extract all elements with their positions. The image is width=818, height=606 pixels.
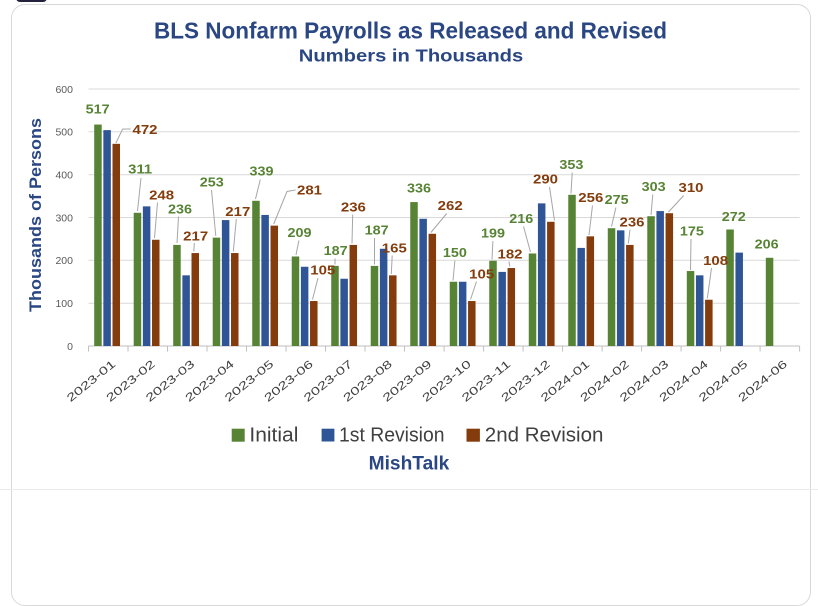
svg-text:108: 108 <box>703 253 728 268</box>
svg-text:310: 310 <box>679 180 704 195</box>
svg-text:400: 400 <box>55 170 73 182</box>
svg-text:217: 217 <box>183 228 208 243</box>
svg-text:253: 253 <box>200 175 224 190</box>
svg-text:209: 209 <box>288 225 312 240</box>
svg-text:290: 290 <box>533 172 558 187</box>
svg-text:472: 472 <box>133 122 158 137</box>
svg-text:187: 187 <box>324 243 348 258</box>
svg-text:262: 262 <box>438 198 463 213</box>
svg-text:236: 236 <box>620 214 645 229</box>
svg-text:175: 175 <box>680 224 704 239</box>
svg-text:303: 303 <box>642 179 666 194</box>
svg-text:182: 182 <box>498 247 523 262</box>
svg-text:311: 311 <box>128 162 152 177</box>
svg-text:150: 150 <box>443 245 467 260</box>
svg-text:105: 105 <box>310 263 335 278</box>
svg-text:199: 199 <box>481 226 505 241</box>
svg-text:200: 200 <box>55 255 73 267</box>
svg-text:105: 105 <box>469 266 494 281</box>
svg-text:500: 500 <box>55 127 73 139</box>
svg-text:336: 336 <box>407 181 431 196</box>
svg-text:206: 206 <box>755 237 779 252</box>
svg-text:339: 339 <box>250 164 274 179</box>
svg-text:236: 236 <box>168 202 192 217</box>
svg-text:Initial: Initial <box>249 425 298 447</box>
svg-text:Thousands of Persons: Thousands of Persons <box>26 118 45 312</box>
svg-text:187: 187 <box>365 223 389 238</box>
svg-text:216: 216 <box>509 211 533 226</box>
svg-text:1st Revision: 1st Revision <box>339 425 445 447</box>
svg-text:517: 517 <box>86 101 110 116</box>
svg-text:275: 275 <box>605 192 629 207</box>
svg-text:BLS Nonfarm Payrolls as Releas: BLS Nonfarm Payrolls as Released and Rev… <box>154 17 667 43</box>
svg-text:165: 165 <box>382 240 407 255</box>
svg-text:600: 600 <box>55 84 73 96</box>
svg-text:100: 100 <box>55 298 73 310</box>
svg-text:236: 236 <box>341 200 366 215</box>
svg-text:256: 256 <box>578 190 603 205</box>
svg-text:MishTalk: MishTalk <box>369 452 450 474</box>
svg-text:272: 272 <box>722 209 746 224</box>
svg-text:300: 300 <box>55 212 73 224</box>
svg-text:2nd Revision: 2nd Revision <box>485 425 604 447</box>
svg-text:Numbers in Thousands: Numbers in Thousands <box>299 45 524 65</box>
svg-text:217: 217 <box>225 204 250 219</box>
svg-text:353: 353 <box>559 157 583 172</box>
svg-text:0: 0 <box>67 341 73 353</box>
svg-text:248: 248 <box>149 188 174 203</box>
svg-text:281: 281 <box>297 183 322 198</box>
